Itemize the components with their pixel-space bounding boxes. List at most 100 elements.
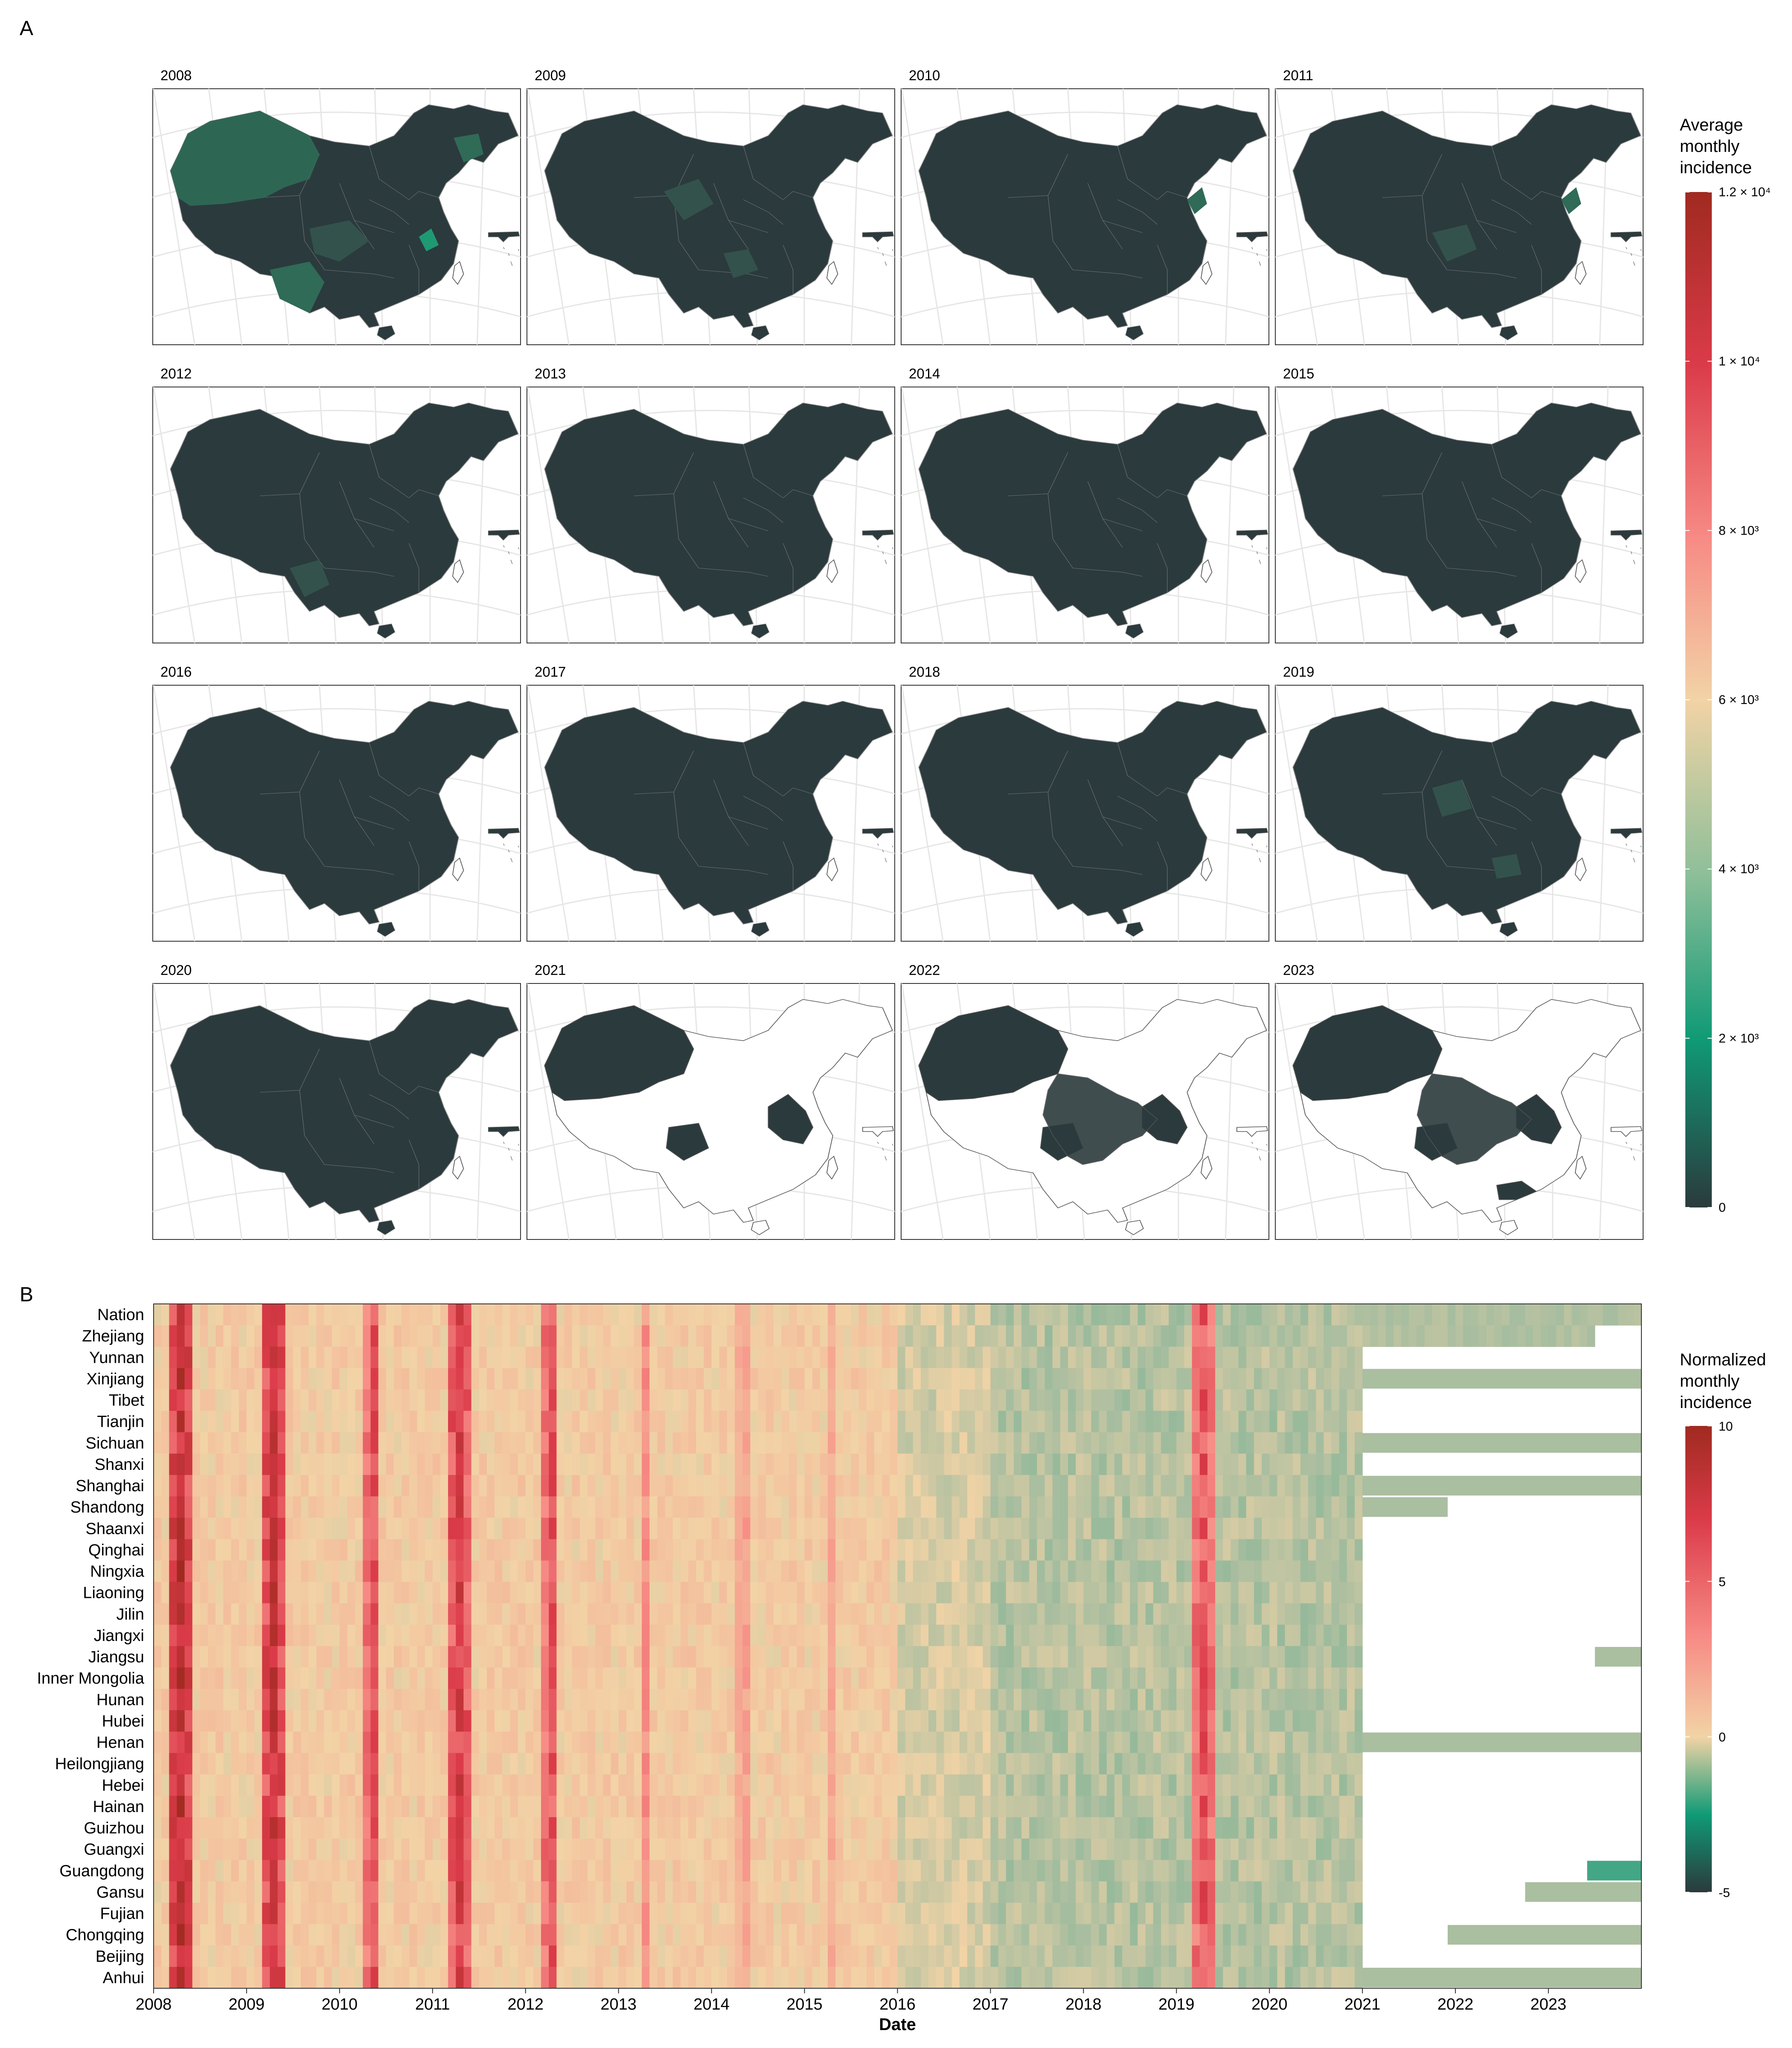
heatmap-cell	[696, 1795, 704, 1818]
heatmap-cell	[1184, 1860, 1193, 1882]
heatmap-cell	[1184, 1903, 1193, 1925]
heatmap-cell	[440, 1411, 448, 1433]
heatmap-cell	[1207, 1860, 1216, 1882]
heatmap-cell	[533, 1560, 541, 1583]
heatmap-cell	[471, 1903, 480, 1925]
heatmap-cell	[773, 1368, 782, 1390]
heatmap-row	[154, 1389, 1363, 1411]
heatmap-cell	[951, 1453, 960, 1475]
heatmap-cell	[696, 1325, 704, 1347]
heatmap-cell	[928, 1539, 937, 1561]
heatmap-cell	[735, 1667, 743, 1689]
heatmap-cell	[657, 1624, 666, 1647]
heatmap-cell	[1192, 1839, 1200, 1860]
heatmap-cell	[812, 1432, 820, 1454]
heatmap-cell	[1099, 1304, 1107, 1326]
heatmap-cell	[246, 1839, 255, 1860]
heatmap-cell	[704, 1539, 712, 1561]
heatmap-cell	[1083, 1432, 1092, 1454]
heatmap-cell	[370, 1860, 379, 1882]
heatmap-cell	[1300, 1325, 1309, 1347]
heatmap-cell	[765, 1432, 774, 1454]
heatmap-cell	[425, 1646, 433, 1668]
heatmap-cell	[1192, 1881, 1200, 1903]
heatmap-cell	[293, 1432, 301, 1454]
heatmap-cell	[301, 1582, 309, 1604]
heatmap-cell	[1106, 1582, 1115, 1604]
heatmap-cell	[308, 1347, 317, 1368]
heatmap-cell	[975, 1689, 983, 1711]
heatmap-cell	[1231, 1304, 1239, 1326]
heatmap-cell	[549, 1839, 557, 1860]
heatmap-cell	[882, 1731, 890, 1754]
heatmap-cell	[1021, 1753, 1030, 1775]
heatmap-cell	[920, 1304, 929, 1326]
heatmap-cell	[1308, 1753, 1316, 1775]
heatmap-cell	[177, 1347, 185, 1368]
heatmap-cell	[983, 1560, 991, 1583]
heatmap-cell	[1037, 1411, 1045, 1433]
heatmap-cell	[386, 1881, 394, 1903]
heatmap-cell	[920, 1774, 929, 1796]
heatmap-cell	[1355, 1624, 1363, 1647]
heatmap-cell	[1052, 1560, 1061, 1583]
heatmap-cell	[928, 1475, 937, 1497]
heatmap-cell	[750, 1432, 759, 1454]
heatmap-cell	[843, 1518, 852, 1539]
heatmap-cell	[773, 1304, 782, 1326]
heatmap-cell	[355, 1411, 363, 1433]
heatmap-cell	[920, 1603, 929, 1625]
heatmap-cell	[378, 1646, 387, 1668]
heatmap-cell	[1044, 1603, 1053, 1625]
heatmap-cell	[828, 1603, 836, 1625]
heatmap-cell	[672, 1839, 681, 1860]
heatmap-cell	[1137, 1603, 1146, 1625]
heatmap-cell	[1114, 1389, 1123, 1411]
heatmap-cell	[324, 1325, 332, 1347]
heatmap-cell	[440, 1903, 448, 1925]
heatmap-cell	[277, 1325, 286, 1347]
heatmap-cell	[905, 1689, 913, 1711]
heatmap-cell	[797, 1496, 805, 1518]
heatmap-cell	[672, 1582, 681, 1604]
heatmap-cell	[277, 1924, 286, 1946]
heatmap-cell	[967, 1304, 975, 1326]
heatmap-cell	[161, 1347, 169, 1368]
heatmap-cell	[254, 1753, 262, 1775]
heatmap-cell	[665, 1710, 673, 1732]
heatmap-cell	[711, 1924, 720, 1946]
heatmap-cell	[1199, 1453, 1208, 1475]
heatmap-cell	[990, 1795, 999, 1818]
heatmap-cell	[495, 1603, 503, 1625]
heatmap-cell	[564, 1603, 573, 1625]
heatmap-cell	[169, 1453, 177, 1475]
heatmap-cell	[541, 1453, 549, 1475]
heatmap-cell	[386, 1795, 394, 1818]
heatmap-cell	[990, 1347, 999, 1368]
heatmap-cell	[1292, 1753, 1301, 1775]
heatmap-cell	[293, 1411, 301, 1433]
heatmap-cell	[549, 1582, 557, 1604]
heatmap-cell	[588, 1603, 596, 1625]
heatmap-cell	[595, 1603, 603, 1625]
heatmap-cell	[835, 1539, 844, 1561]
heatmap-cell	[765, 1817, 774, 1839]
heatmap-cell	[409, 1347, 418, 1368]
heatmap-cell	[425, 1603, 433, 1625]
china-map	[1292, 402, 1643, 639]
heatmap-cell	[812, 1710, 820, 1732]
heatmap-cell	[200, 1475, 208, 1497]
heatmap-cell	[270, 1860, 278, 1882]
heatmap-cell	[200, 1518, 208, 1539]
heatmap-cell	[1169, 1860, 1177, 1882]
heatmap-cell	[936, 1731, 945, 1754]
heatmap-cell	[192, 1731, 201, 1754]
heatmap-cell	[1137, 1411, 1146, 1433]
heatmap-cell	[432, 1389, 441, 1411]
heatmap-cell	[820, 1731, 828, 1754]
heatmap-cell	[347, 1453, 355, 1475]
heatmap-cell	[1223, 1518, 1231, 1539]
heatmap-cell	[603, 1475, 611, 1497]
heatmap-cell	[479, 1774, 487, 1796]
heatmap-cell	[618, 1603, 627, 1625]
